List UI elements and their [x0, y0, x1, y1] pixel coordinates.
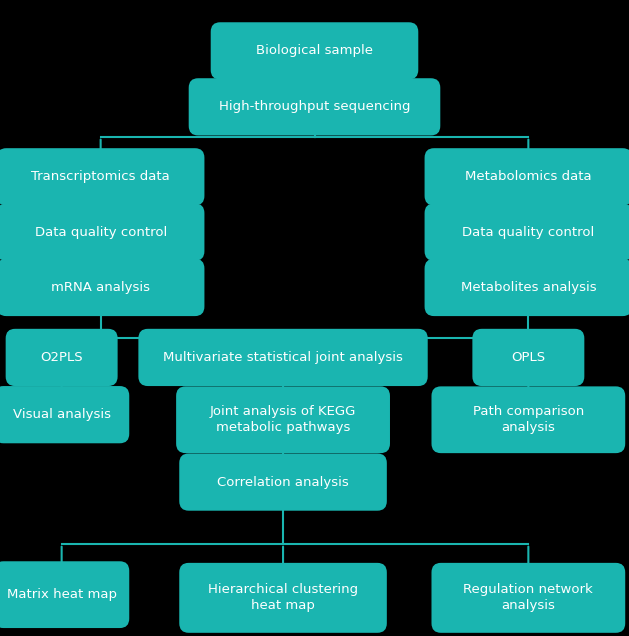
- Text: O2PLS: O2PLS: [40, 351, 83, 364]
- Text: Joint analysis of KEGG
metabolic pathways: Joint analysis of KEGG metabolic pathway…: [210, 405, 356, 434]
- Text: Path comparison
analysis: Path comparison analysis: [473, 405, 584, 434]
- FancyBboxPatch shape: [176, 386, 390, 453]
- Text: Multivariate statistical joint analysis: Multivariate statistical joint analysis: [163, 351, 403, 364]
- Text: High-throughput sequencing: High-throughput sequencing: [219, 100, 410, 113]
- FancyBboxPatch shape: [6, 329, 118, 386]
- Text: Data quality control: Data quality control: [35, 226, 167, 238]
- Text: Transcriptomics data: Transcriptomics data: [31, 170, 170, 183]
- FancyBboxPatch shape: [0, 259, 204, 316]
- Text: Matrix heat map: Matrix heat map: [7, 588, 116, 601]
- FancyBboxPatch shape: [0, 204, 204, 261]
- Text: Regulation network
analysis: Regulation network analysis: [464, 583, 593, 612]
- FancyBboxPatch shape: [0, 562, 130, 628]
- FancyBboxPatch shape: [189, 78, 440, 135]
- Text: Correlation analysis: Correlation analysis: [217, 476, 349, 488]
- Text: OPLS: OPLS: [511, 351, 545, 364]
- Text: Data quality control: Data quality control: [462, 226, 594, 238]
- FancyBboxPatch shape: [425, 148, 629, 205]
- Text: Metabolites analysis: Metabolites analysis: [460, 281, 596, 294]
- FancyBboxPatch shape: [0, 386, 130, 443]
- FancyBboxPatch shape: [138, 329, 428, 386]
- FancyBboxPatch shape: [472, 329, 584, 386]
- Text: Biological sample: Biological sample: [256, 45, 373, 57]
- FancyBboxPatch shape: [431, 386, 625, 453]
- Text: Hierarchical clustering
heat map: Hierarchical clustering heat map: [208, 583, 358, 612]
- Text: Visual analysis: Visual analysis: [13, 408, 111, 421]
- FancyBboxPatch shape: [431, 563, 625, 633]
- FancyBboxPatch shape: [211, 22, 418, 80]
- FancyBboxPatch shape: [425, 259, 629, 316]
- FancyBboxPatch shape: [179, 563, 387, 633]
- FancyBboxPatch shape: [0, 148, 204, 205]
- Text: Metabolomics data: Metabolomics data: [465, 170, 592, 183]
- FancyBboxPatch shape: [179, 453, 387, 511]
- FancyBboxPatch shape: [425, 204, 629, 261]
- Text: mRNA analysis: mRNA analysis: [51, 281, 150, 294]
